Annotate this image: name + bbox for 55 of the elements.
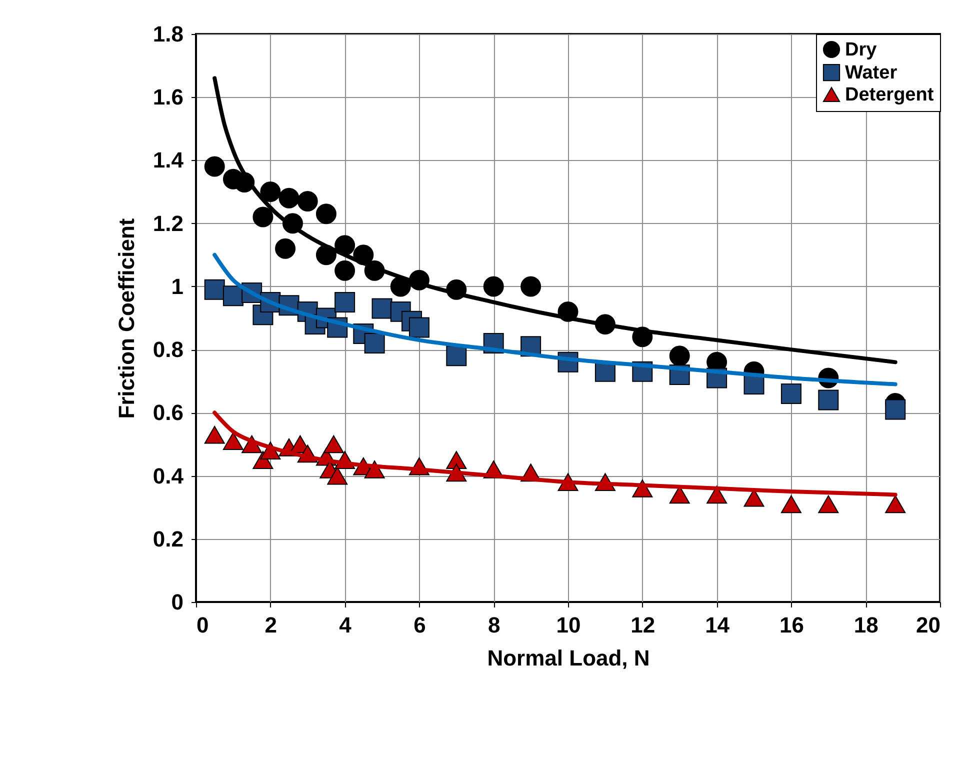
point	[885, 399, 906, 420]
point	[706, 486, 728, 504]
x-tick-label: 18	[854, 612, 878, 638]
legend-label: Water	[845, 62, 898, 84]
y-tick-label: 1.2	[152, 210, 184, 236]
point	[334, 260, 356, 281]
x-tick-label: 8	[488, 612, 500, 638]
x-tick-label: 14	[705, 612, 730, 638]
legend-label: Detergent	[845, 84, 934, 106]
x-tick-label: 4	[339, 612, 352, 638]
point	[222, 286, 244, 306]
y-tick-label: 0.2	[152, 526, 184, 552]
point	[780, 383, 802, 404]
x-tick-label: 10	[556, 612, 581, 638]
y-tick-label: 0.8	[152, 337, 184, 362]
point	[372, 298, 392, 319]
point	[323, 435, 344, 454]
point	[222, 432, 244, 450]
y-tick-label: 0.4	[152, 463, 184, 488]
point	[483, 276, 504, 297]
x-tick-label: 16	[779, 612, 804, 638]
point	[260, 182, 281, 202]
point	[885, 495, 906, 514]
point	[520, 276, 542, 297]
point	[818, 390, 839, 410]
legend-label: Dry	[845, 40, 878, 60]
point	[364, 332, 385, 354]
point	[275, 238, 296, 259]
point	[316, 204, 336, 224]
point	[204, 156, 225, 177]
y-tick-label: 0.6	[152, 400, 184, 426]
x-tick-label: 0	[196, 612, 209, 638]
point	[204, 279, 225, 300]
x-axis-title: Normal Load, N	[487, 646, 650, 670]
point	[669, 346, 690, 366]
y-tick-label: 1.8	[152, 22, 184, 46]
x-tick-label: 6	[414, 612, 426, 638]
y-tick-label: 1	[171, 274, 184, 299]
x-tick-label: 2	[264, 612, 278, 638]
point	[408, 317, 430, 338]
point	[278, 188, 300, 208]
point	[297, 191, 318, 212]
point	[446, 346, 467, 366]
y-tick-label: 1.6	[152, 84, 184, 110]
y-tick-label: 1.4	[152, 148, 184, 173]
point	[446, 451, 467, 469]
point	[252, 206, 274, 228]
point	[334, 292, 356, 312]
point	[780, 495, 802, 514]
y-tick-label: 0	[171, 590, 184, 614]
point	[818, 495, 839, 514]
point	[204, 426, 225, 444]
x-tick-label: 20	[916, 612, 940, 638]
x-tick-label: 12	[630, 612, 656, 638]
y-axis-title: Friction Coefficient	[114, 218, 139, 419]
